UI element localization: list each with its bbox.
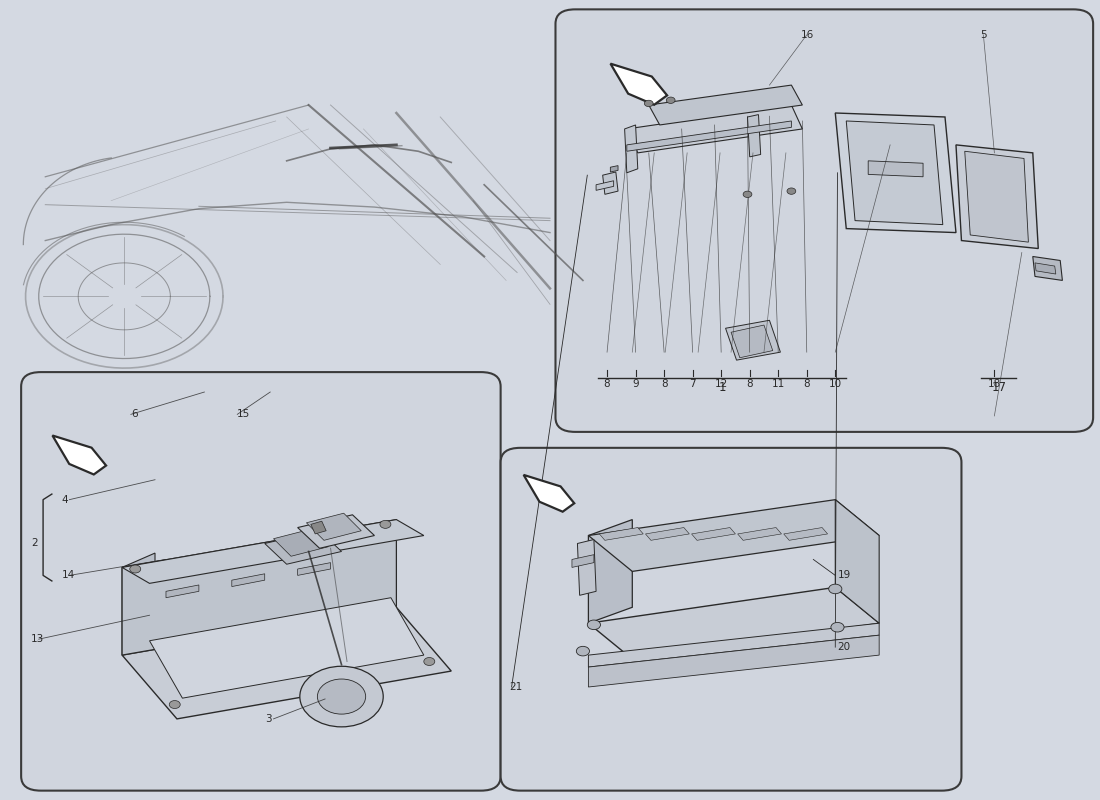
Polygon shape — [122, 553, 155, 655]
Text: 5: 5 — [980, 30, 987, 40]
Polygon shape — [53, 435, 106, 474]
Polygon shape — [166, 585, 199, 598]
Text: 20: 20 — [837, 642, 850, 652]
FancyBboxPatch shape — [21, 372, 500, 790]
Circle shape — [645, 100, 653, 106]
Text: 17: 17 — [991, 381, 1006, 394]
Polygon shape — [846, 121, 943, 225]
Polygon shape — [692, 527, 736, 540]
Circle shape — [667, 97, 675, 103]
Circle shape — [130, 565, 141, 573]
Text: 4: 4 — [62, 494, 68, 505]
Polygon shape — [649, 85, 802, 125]
Circle shape — [786, 188, 795, 194]
Polygon shape — [600, 527, 643, 540]
Circle shape — [828, 584, 842, 594]
Polygon shape — [835, 500, 879, 623]
Text: 8: 8 — [747, 379, 754, 389]
Text: 15: 15 — [238, 410, 251, 419]
Polygon shape — [578, 539, 596, 595]
Polygon shape — [783, 527, 827, 540]
Polygon shape — [572, 554, 594, 567]
FancyBboxPatch shape — [500, 448, 961, 790]
Text: 13: 13 — [31, 634, 44, 644]
Polygon shape — [965, 151, 1028, 242]
Polygon shape — [307, 514, 361, 540]
Polygon shape — [122, 607, 451, 719]
Polygon shape — [274, 529, 329, 556]
Circle shape — [424, 658, 434, 666]
Polygon shape — [835, 113, 956, 233]
Polygon shape — [603, 172, 618, 194]
Circle shape — [169, 701, 180, 709]
Circle shape — [300, 666, 383, 727]
Circle shape — [830, 622, 844, 632]
Polygon shape — [732, 325, 772, 358]
Polygon shape — [610, 166, 618, 172]
Polygon shape — [298, 515, 374, 548]
Polygon shape — [588, 587, 879, 659]
Text: 2: 2 — [31, 538, 37, 549]
Text: 3: 3 — [265, 714, 272, 724]
FancyBboxPatch shape — [556, 10, 1093, 432]
Polygon shape — [588, 635, 879, 687]
Polygon shape — [627, 105, 802, 153]
Polygon shape — [627, 121, 791, 151]
Text: 11: 11 — [771, 379, 784, 389]
Polygon shape — [625, 125, 638, 173]
Polygon shape — [1033, 257, 1063, 281]
Text: 9: 9 — [632, 379, 639, 389]
Circle shape — [744, 191, 752, 198]
Text: 19: 19 — [837, 570, 850, 580]
Polygon shape — [1035, 263, 1056, 274]
Polygon shape — [726, 320, 780, 360]
Text: 7: 7 — [690, 379, 696, 389]
Polygon shape — [748, 114, 761, 157]
Text: 1: 1 — [718, 381, 726, 394]
Circle shape — [576, 646, 590, 656]
Text: 21: 21 — [509, 682, 522, 692]
Text: 8: 8 — [604, 379, 611, 389]
Polygon shape — [298, 562, 331, 575]
Polygon shape — [956, 145, 1038, 249]
Polygon shape — [232, 574, 265, 586]
Text: 16: 16 — [801, 30, 814, 40]
Polygon shape — [588, 519, 632, 623]
Polygon shape — [588, 500, 879, 571]
Polygon shape — [524, 475, 574, 512]
Circle shape — [379, 520, 390, 528]
Polygon shape — [646, 527, 690, 540]
Polygon shape — [265, 530, 341, 564]
Text: 8: 8 — [661, 379, 668, 389]
Polygon shape — [596, 181, 614, 190]
Text: 6: 6 — [131, 410, 138, 419]
Text: 8: 8 — [803, 379, 810, 389]
Polygon shape — [150, 598, 424, 698]
Polygon shape — [122, 519, 424, 583]
Polygon shape — [588, 623, 879, 667]
Polygon shape — [311, 521, 327, 534]
Polygon shape — [868, 161, 923, 177]
Polygon shape — [122, 519, 396, 655]
Text: 14: 14 — [62, 570, 75, 580]
Text: 18: 18 — [988, 379, 1001, 389]
Polygon shape — [610, 64, 667, 105]
Polygon shape — [738, 527, 781, 540]
Text: 12: 12 — [715, 379, 728, 389]
Circle shape — [587, 620, 601, 630]
Circle shape — [318, 679, 365, 714]
Text: 10: 10 — [828, 379, 842, 389]
